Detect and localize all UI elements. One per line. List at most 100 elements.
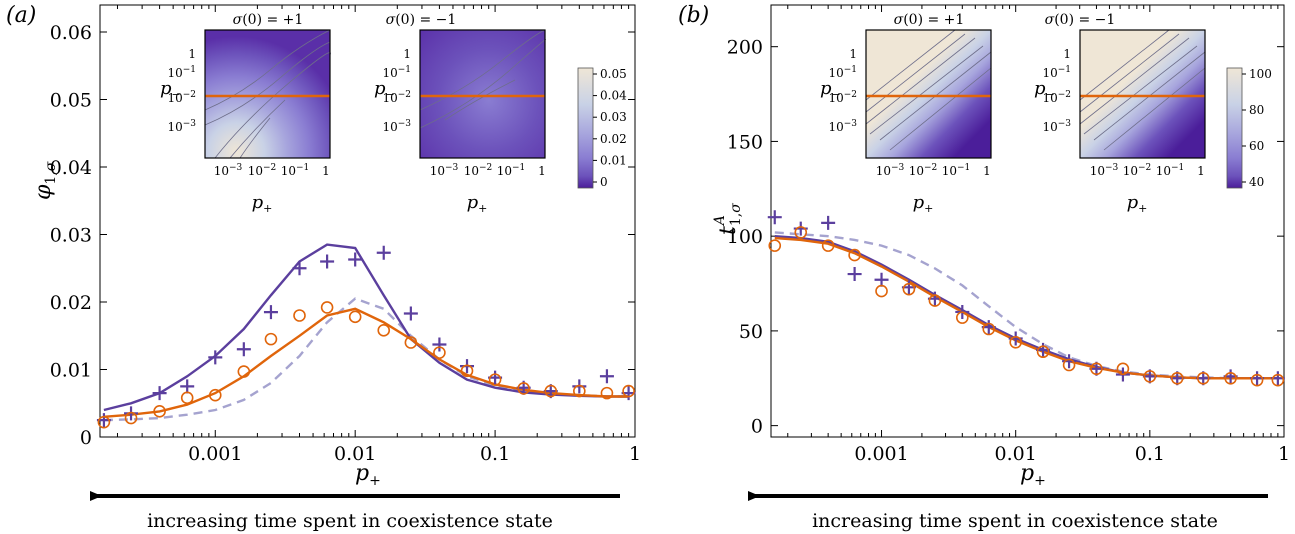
data-point-circle bbox=[1116, 362, 1130, 376]
data-point-circle bbox=[1143, 370, 1157, 383]
data-point-circle bbox=[1062, 358, 1076, 372]
inset-frame bbox=[204, 29, 331, 159]
inset-title: σ(0) = +1 bbox=[233, 12, 304, 28]
data-point-plus bbox=[432, 337, 447, 352]
data-point-circle bbox=[517, 382, 530, 395]
inset-ytick: 1 bbox=[849, 47, 857, 61]
data-point-circle bbox=[600, 386, 614, 400]
colorbar-tick-label: 0.05 bbox=[600, 67, 627, 81]
colorbar-tick-label: 80 bbox=[1249, 103, 1264, 117]
inset-minus: σ(0) = −1 1 10−1 10−2 10−3 p− 10−3 10−2 … bbox=[374, 12, 546, 215]
y-tick-label: 150 bbox=[727, 131, 763, 153]
inset-title: σ(0) = −1 bbox=[1045, 12, 1116, 28]
series-group bbox=[767, 210, 1285, 387]
inset-xlabel: p+ bbox=[252, 192, 273, 215]
data-point-circle bbox=[97, 415, 111, 429]
data-point-plus bbox=[263, 305, 278, 320]
data-point-plus bbox=[320, 254, 335, 269]
y-tick-label: 0.05 bbox=[50, 90, 92, 112]
data-point-circle bbox=[153, 405, 166, 418]
y-tick-label: 0.06 bbox=[50, 22, 92, 44]
inset-ytick: 10−3 bbox=[828, 119, 857, 134]
inset-ytick: 1 bbox=[403, 47, 411, 61]
y-tick-label: 0.04 bbox=[50, 157, 92, 179]
y-axis: 0 50 100 150 200 bbox=[727, 37, 1284, 438]
inset-contours bbox=[419, 29, 546, 129]
panel-label-a: (a) bbox=[6, 3, 36, 28]
x-tick-label: 0.1 bbox=[1135, 443, 1165, 465]
inset-frame bbox=[419, 29, 546, 159]
inset-ylabel: p− bbox=[160, 78, 181, 101]
inset-plus: σ(0) = +1 1 10−1 10−2 10−3 p− 10−3 10−2 … bbox=[820, 12, 992, 215]
inset-ytick: 10−3 bbox=[1042, 119, 1071, 134]
y-tick-label: 0.02 bbox=[50, 292, 92, 314]
colorbar-tick-label: 100 bbox=[1249, 67, 1272, 81]
inset-xtick: 1 bbox=[322, 164, 330, 178]
panel-label-b: (b) bbox=[678, 3, 709, 28]
inset-ytick: 10−3 bbox=[382, 119, 411, 134]
inset-ytick: 10−1 bbox=[167, 65, 196, 80]
data-point-circle bbox=[902, 282, 916, 296]
data-point-circle bbox=[544, 384, 558, 398]
colorbar-tick-label: 0.01 bbox=[600, 153, 627, 167]
data-point-plus bbox=[376, 245, 391, 260]
inset-title: σ(0) = +1 bbox=[894, 12, 965, 28]
colorbar-tick-label: 0.03 bbox=[600, 110, 627, 124]
x-tick-label: 0.1 bbox=[480, 443, 510, 465]
data-point-plus bbox=[180, 379, 195, 394]
data-point-circle bbox=[1224, 371, 1237, 385]
colorbar-a: 0.05 0.04 0.03 0.02 0.01 0 bbox=[577, 67, 627, 189]
data-point-circle bbox=[433, 346, 446, 359]
inset-xtick: 10−2 bbox=[909, 163, 938, 178]
data-point-plus bbox=[403, 306, 418, 321]
data-point-circle bbox=[622, 384, 635, 398]
inset-xlabel: p+ bbox=[1127, 192, 1148, 215]
data-point-circle bbox=[982, 322, 996, 336]
inset-xtick: 1 bbox=[983, 164, 991, 178]
y-tick-label: 0 bbox=[80, 427, 92, 449]
data-point-circle bbox=[794, 226, 808, 239]
data-point-circle bbox=[237, 365, 251, 378]
colorbar-tick-label: 0 bbox=[600, 175, 608, 189]
y-axis-label: t1,σA bbox=[712, 203, 744, 235]
arrow-caption-b: increasing time spent in coexistence sta… bbox=[812, 510, 1218, 532]
inset-xtick: 10−3 bbox=[430, 163, 459, 178]
data-point-plus bbox=[1196, 371, 1211, 386]
y-tick-label: 0 bbox=[751, 416, 763, 438]
data-point-plus bbox=[821, 215, 836, 230]
colorbar bbox=[1226, 67, 1243, 189]
x-tick-label: 0.001 bbox=[854, 443, 908, 465]
data-point-circle bbox=[956, 311, 969, 324]
y-tick-label: 0.01 bbox=[50, 360, 92, 382]
data-point-circle bbox=[208, 388, 222, 402]
data-point-plus bbox=[1089, 361, 1104, 376]
y-tick-label: 0.03 bbox=[50, 225, 92, 247]
inset-ylabel: p− bbox=[374, 78, 395, 101]
plot-frame bbox=[99, 4, 636, 438]
inset-plus: σ(0) = +1 1 10−1 10−2 10−3 p− 10−3 10−2 … bbox=[160, 12, 331, 215]
data-point-circle bbox=[1170, 371, 1184, 385]
inset-xtick: 10−1 bbox=[497, 163, 526, 178]
inset-contours bbox=[1079, 29, 1206, 151]
plot-frame bbox=[770, 4, 1285, 438]
inset-xtick: 10−2 bbox=[1123, 163, 1152, 178]
inset-ytick: 1 bbox=[1063, 47, 1071, 61]
x-axis: 0.001 0.01 0.1 1 bbox=[116, 5, 641, 465]
colorbar bbox=[577, 67, 594, 189]
colorbar-ticks: 100 80 60 40 bbox=[1242, 67, 1272, 189]
inset-contours bbox=[204, 29, 331, 159]
data-point-plus bbox=[292, 261, 307, 276]
series-line-dashed bbox=[774, 231, 1278, 380]
data-point-plus bbox=[348, 252, 363, 267]
inset-ytick: 1 bbox=[188, 47, 196, 61]
data-point-plus bbox=[767, 210, 782, 225]
inset-heatmap bbox=[866, 30, 991, 158]
data-point-circle bbox=[875, 284, 888, 298]
panel-b: 0 50 100 150 200 0.001 0.01 0.1 1 t1,σA p+ σ(0)… bbox=[712, 4, 1290, 489]
inset-xlabel: p+ bbox=[913, 192, 934, 215]
y-tick-label: 100 bbox=[727, 226, 763, 248]
x-tick-label: 0.01 bbox=[995, 443, 1037, 465]
x-axis: 0.001 0.01 0.1 1 bbox=[787, 5, 1290, 465]
arrow-caption-a: increasing time spent in coexistence sta… bbox=[147, 510, 553, 532]
